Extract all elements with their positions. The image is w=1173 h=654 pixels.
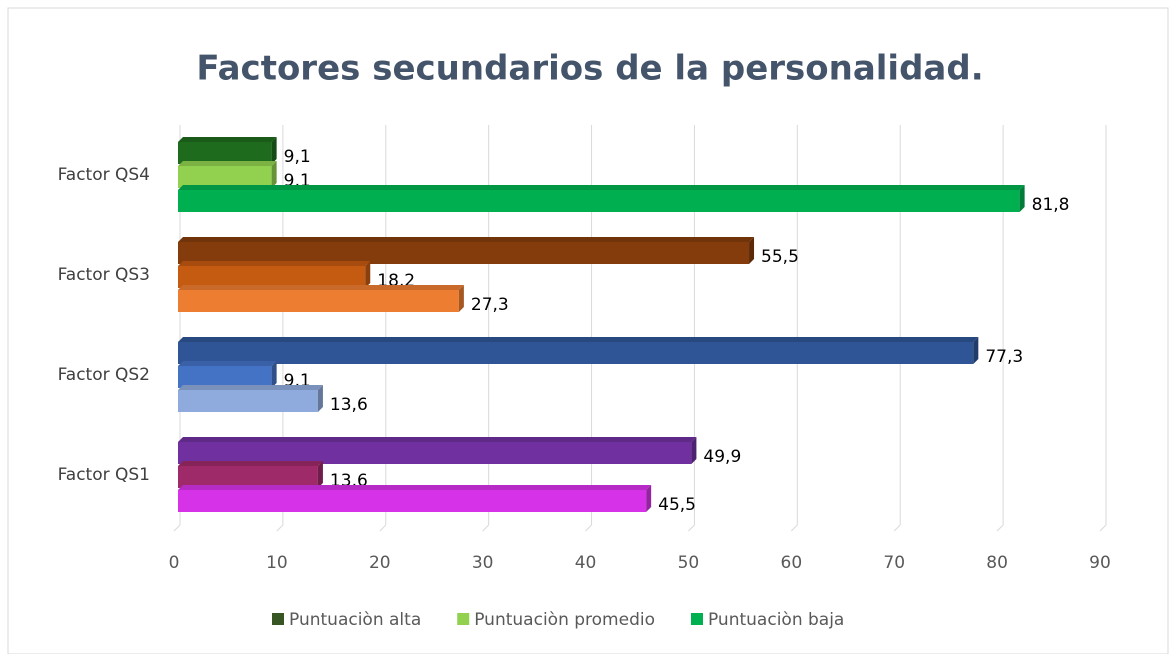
x-tick-label: 10 bbox=[266, 553, 288, 573]
grid-line-depth bbox=[173, 524, 181, 532]
bar-top bbox=[178, 237, 755, 242]
bar-depth bbox=[271, 161, 277, 188]
bar-depth bbox=[973, 337, 979, 364]
x-tick-label: 30 bbox=[472, 553, 494, 573]
bar-top bbox=[178, 485, 652, 490]
grid-line-depth bbox=[585, 524, 592, 532]
legend-swatch bbox=[272, 613, 284, 625]
data-label: 55,5 bbox=[761, 247, 799, 267]
bar bbox=[178, 142, 272, 164]
bar-depth bbox=[271, 361, 277, 388]
legend-label: Puntuaciòn baja bbox=[708, 610, 844, 630]
bar-top bbox=[178, 337, 979, 342]
data-label: 9,1 bbox=[284, 147, 311, 167]
bar-depth bbox=[271, 137, 277, 164]
bar-top bbox=[178, 161, 277, 166]
legend-label: Puntuaciòn promedio bbox=[474, 610, 655, 630]
bar-top bbox=[178, 185, 1025, 190]
grid-line-depth bbox=[1099, 524, 1107, 532]
bar bbox=[178, 390, 318, 412]
bar-top bbox=[178, 261, 371, 266]
data-label: 77,3 bbox=[985, 347, 1023, 367]
data-label: 13,6 bbox=[330, 395, 368, 415]
bar bbox=[178, 266, 366, 288]
data-label: 81,8 bbox=[1032, 195, 1070, 215]
x-tick-label: 90 bbox=[1089, 553, 1111, 573]
y-tick-label: Factor QS4 bbox=[58, 165, 150, 185]
bar bbox=[178, 242, 750, 264]
bar bbox=[178, 190, 1020, 212]
legend-swatch bbox=[457, 613, 470, 625]
bar-depth bbox=[749, 237, 755, 264]
y-tick-label: Factor QS3 bbox=[58, 265, 150, 285]
bar bbox=[178, 466, 318, 488]
bar-top bbox=[178, 461, 323, 466]
bar bbox=[178, 166, 272, 188]
bar-depth bbox=[646, 485, 652, 512]
data-label: 45,5 bbox=[658, 495, 696, 515]
data-label: 49,9 bbox=[703, 447, 741, 467]
x-tick-label: 20 bbox=[369, 553, 391, 573]
bar bbox=[178, 342, 974, 364]
legend-swatch bbox=[690, 613, 703, 625]
x-tick-label: 50 bbox=[678, 553, 700, 573]
bar-depth bbox=[458, 285, 464, 312]
bar-top bbox=[178, 137, 277, 142]
bar-top bbox=[178, 285, 464, 290]
bar-depth bbox=[317, 385, 323, 412]
grid-line-depth bbox=[996, 524, 1004, 532]
x-tick-label: 40 bbox=[575, 553, 597, 573]
chart-frame bbox=[7, 7, 1169, 654]
legend-label: Puntuaciòn alta bbox=[289, 610, 421, 630]
grid-line-depth bbox=[688, 524, 695, 532]
bar bbox=[178, 442, 692, 464]
bar-depth bbox=[691, 437, 697, 464]
bar-depth bbox=[317, 461, 323, 488]
x-tick-label: 70 bbox=[883, 553, 905, 573]
x-tick-label: 0 bbox=[169, 553, 180, 573]
x-tick-label: 60 bbox=[781, 553, 803, 573]
bar-top bbox=[178, 437, 697, 442]
grid-line-depth bbox=[379, 524, 387, 532]
bar-depth bbox=[365, 261, 371, 288]
chart-title: Factores secundarios de la personalidad. bbox=[196, 49, 983, 89]
data-label: 27,3 bbox=[471, 295, 509, 315]
grid-line-depth bbox=[276, 524, 284, 532]
bar bbox=[178, 366, 272, 388]
bar-depth bbox=[1019, 185, 1025, 212]
y-tick-label: Factor QS1 bbox=[58, 465, 150, 485]
grid-line-depth bbox=[790, 524, 798, 532]
bar-top bbox=[178, 385, 323, 390]
grid-line-depth bbox=[893, 524, 901, 532]
x-tick-label: 80 bbox=[986, 553, 1008, 573]
y-tick-label: Factor QS2 bbox=[58, 365, 150, 385]
bar bbox=[178, 490, 647, 512]
bar-top bbox=[178, 361, 277, 366]
bar bbox=[178, 290, 459, 312]
grid-line-depth bbox=[482, 524, 490, 532]
